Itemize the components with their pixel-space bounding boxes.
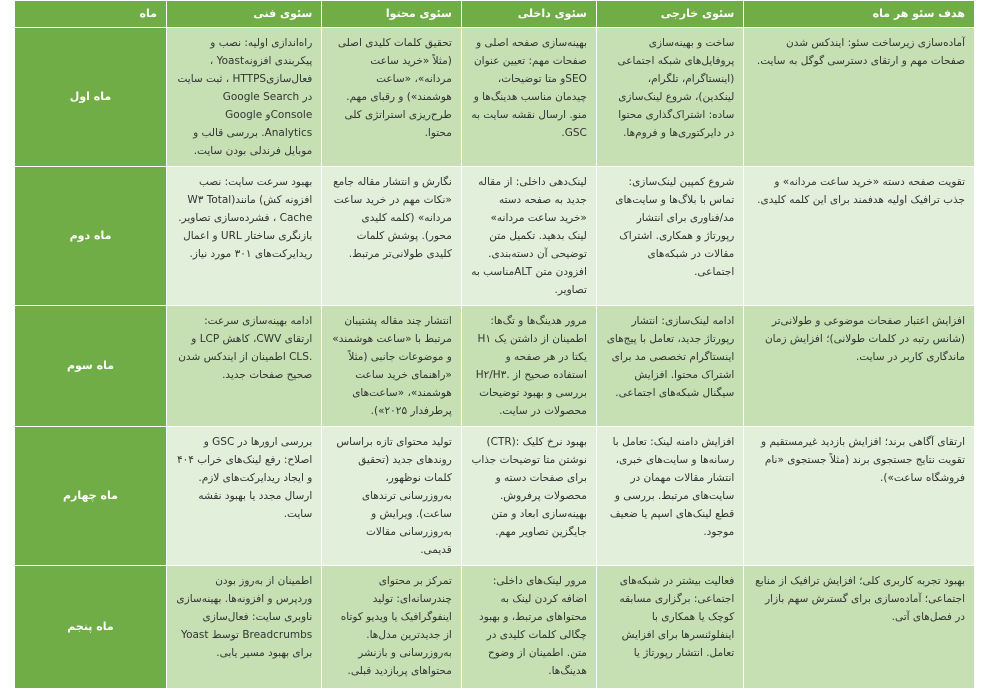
cell-external: فعالیت بیشتر در شبکه‌های اجتماعی: برگزار… bbox=[595, 565, 745, 689]
table-row: تقویت صفحه دسته «خرید ساعت مردانه» و جذب… bbox=[14, 166, 975, 306]
cell-external: ادامه لینک‌سازی: انتشار رپورتاژ جدید، تع… bbox=[595, 305, 745, 427]
cell-goal: بهبود تجربه کاربری کلی؛ افزایش ترافیک از… bbox=[743, 565, 975, 689]
table-row: افزایش اعتبار صفحات موضوعی و طولانی‌تر (… bbox=[14, 305, 975, 427]
cell-month: ماه چهارم bbox=[14, 426, 167, 566]
header-month: ماه bbox=[14, 0, 167, 28]
cell-month: ماه دوم bbox=[14, 166, 167, 306]
cell-content: تمرکز بر محتوای چندرسانه‌ای: تولید اینفو… bbox=[321, 565, 462, 689]
table-row: بهبود تجربه کاربری کلی؛ افزایش ترافیک از… bbox=[14, 565, 975, 689]
cell-month: ماه اول bbox=[14, 27, 167, 167]
cell-technical: راه‌اندازی اولیه: نصب و پیکربندی افزونهY… bbox=[165, 27, 323, 167]
cell-internal: مرور هدینگ‌ها و تگ‌ها: اطمینان از داشتن … bbox=[460, 305, 597, 427]
cell-internal: بهینه‌سازی صفحه اصلی و صفحات مهم: تعیین … bbox=[460, 27, 597, 167]
cell-technical: اطمینان از به‌روز بودن وردپرس و افزونه‌ه… bbox=[165, 565, 323, 689]
cell-goal: افزایش اعتبار صفحات موضوعی و طولانی‌تر (… bbox=[743, 305, 975, 427]
header-row: هدف سئو هر ماه سئوی خارجی سئوی داخلی سئو… bbox=[14, 0, 975, 28]
cell-technical: ادامه بهینه‌سازی سرعت: ارتقای CWV، کاهش … bbox=[165, 305, 323, 427]
header-content: سئوی محتوا bbox=[321, 0, 462, 28]
cell-internal: مرور لینک‌های داخلی: اضافه کردن لینک به … bbox=[460, 565, 597, 689]
cell-external: ساخت و بهینه‌سازی پروفایل‌های شبکه اجتما… bbox=[595, 27, 745, 167]
cell-content: تحقیق کلمات کلیدی اصلی (مثلاً «خرید ساعت… bbox=[321, 27, 462, 167]
cell-internal: لینک‌دهی داخلی: از مقاله جدید به صفحه دس… bbox=[460, 166, 597, 306]
header-internal: سئوی داخلی bbox=[460, 0, 597, 28]
cell-technical: بهبود سرعت سایت: نصب افزونه کش) مانند(W۳… bbox=[165, 166, 323, 306]
table-row: ارتقای آگاهی برند؛ افزایش بازدید غیرمستق… bbox=[14, 426, 975, 566]
cell-content: نگارش و انتشار مقاله جامع «نکات مهم در خ… bbox=[321, 166, 462, 306]
cell-goal: ارتقای آگاهی برند؛ افزایش بازدید غیرمستق… bbox=[743, 426, 975, 566]
cell-month: ماه سوم bbox=[14, 305, 167, 427]
cell-content: انتشار چند مقاله پشتیبان مرتبط با «ساعت … bbox=[321, 305, 462, 427]
cell-content: تولید محتوای تازه براساس روندهای جدید (ت… bbox=[321, 426, 462, 566]
header-goal: هدف سئو هر ماه bbox=[743, 0, 975, 28]
cell-external: شروع کمپین لینک‌سازی: تماس با بلاگ‌ها و … bbox=[595, 166, 745, 306]
table-row: آماده‌سازی زیرساخت سئو: ایندکس شدن صفحات… bbox=[14, 27, 975, 167]
cell-technical: بررسی ارورها در GSC و اصلاح: رفع لینک‌ها… bbox=[165, 426, 323, 566]
cell-goal: آماده‌سازی زیرساخت سئو: ایندکس شدن صفحات… bbox=[743, 27, 975, 167]
cell-external: افزایش دامنه لینک: تعامل با رسانه‌ها و س… bbox=[595, 426, 745, 566]
cell-month: ماه پنجم bbox=[14, 565, 167, 689]
cell-goal: تقویت صفحه دسته «خرید ساعت مردانه» و جذب… bbox=[743, 166, 975, 306]
header-external: سئوی خارجی bbox=[595, 0, 745, 28]
seo-plan-table: هدف سئو هر ماه سئوی خارجی سئوی داخلی سئو… bbox=[14, 0, 975, 689]
header-technical: سئوی فنی bbox=[165, 0, 323, 28]
cell-internal: بهبود نرخ کلیک :(CTR) نوشتن متا توضیحات … bbox=[460, 426, 597, 566]
